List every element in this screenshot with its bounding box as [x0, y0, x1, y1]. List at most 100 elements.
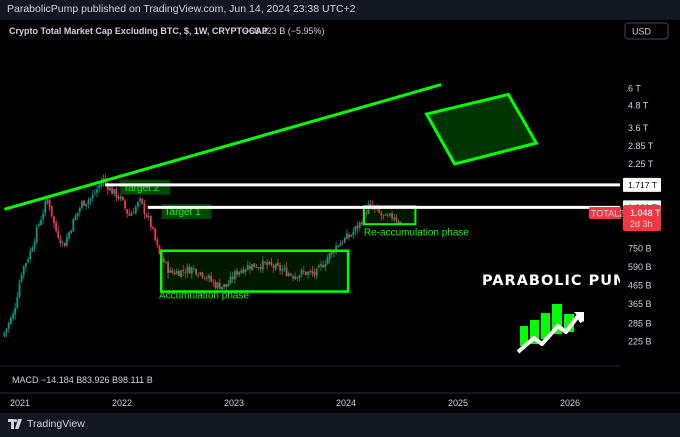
candle-body [46, 199, 49, 203]
macd-legend: MACD −14.184 B 83.926 B 98.111 B [12, 375, 153, 385]
macd-label: MACD [12, 375, 39, 385]
candle-body [326, 258, 329, 265]
candle-body [365, 212, 368, 215]
candle-body [14, 308, 17, 315]
target2-label: Target 2 [123, 183, 160, 194]
candle-body [238, 271, 241, 275]
candle-body [345, 233, 348, 239]
candle-body [330, 250, 333, 255]
candle-body [242, 269, 245, 273]
target-zone-box [424, 92, 539, 166]
candle-body [165, 261, 167, 263]
price-axis[interactable]: 6 T 4.8 T 3.6 T 2.85 T 2.25 T 750 B 590 B 465 B… [628, 83, 654, 346]
candle-body [190, 267, 193, 274]
candle-body [193, 268, 195, 270]
candle-body [307, 271, 309, 275]
candle-body [78, 208, 81, 212]
candle-body [29, 250, 32, 260]
candle-body [81, 201, 83, 208]
candle-body [322, 264, 325, 268]
candle-body [313, 272, 316, 275]
candle-body [369, 204, 372, 205]
price-tick-label: 285 B [628, 318, 652, 328]
annotations: Target 2 Target 1 Re-accumulation phase Acc… [3, 83, 539, 302]
candle-body [33, 241, 36, 249]
candle-body [382, 214, 385, 216]
candle-body [264, 261, 266, 263]
candle-body [203, 277, 206, 279]
tradingview-logo-icon [8, 419, 22, 429]
candle-body [274, 263, 277, 270]
candle-body [76, 212, 79, 217]
candle-body [393, 217, 396, 220]
candle-body [132, 212, 135, 214]
candle-body [218, 282, 221, 289]
candle-body [50, 206, 53, 217]
price-tick-label: 750 B [628, 244, 652, 254]
candle-body [225, 283, 228, 287]
tradingview-brand: TradingView [27, 418, 85, 430]
reaccumulation-label: Re-accumulation phase [364, 227, 469, 238]
accumulation-zone [159, 249, 350, 293]
candle-body [147, 216, 150, 218]
candle-body [197, 275, 200, 276]
candle-body [227, 284, 230, 287]
watermark-logo-icon [516, 304, 584, 354]
candle-body [42, 213, 45, 220]
target1-label: Target 1 [165, 207, 202, 218]
price-tick-label: 6 T [628, 83, 641, 93]
candle-body [244, 269, 247, 272]
candle-body [361, 222, 363, 225]
candle-body [128, 213, 131, 216]
candle-body [384, 214, 387, 216]
current-price: 1.048 T [630, 208, 661, 218]
candle-body [37, 224, 40, 227]
candle-body [117, 196, 120, 199]
currency-badge: USD [632, 27, 652, 37]
candle-body [229, 276, 232, 284]
candle-body [205, 277, 208, 279]
candle-body [391, 213, 393, 219]
candle-body [356, 225, 359, 229]
candle-body [9, 318, 12, 324]
candle-body [115, 188, 118, 198]
price-tick-label: 590 B [628, 262, 652, 272]
candle-body [216, 282, 219, 288]
candle-body [137, 202, 139, 207]
candle-body [59, 238, 62, 244]
candle-body [175, 271, 178, 274]
time-tick-label: 2026 [560, 398, 580, 408]
candle-body [287, 273, 290, 277]
current-symbol-box [589, 207, 621, 219]
candle-body [55, 222, 57, 231]
candle-body [397, 221, 400, 224]
candle-body [121, 196, 124, 201]
candle-body [154, 228, 157, 240]
candle-body [188, 267, 191, 274]
candle-body [91, 194, 94, 199]
candle-body [259, 267, 262, 270]
time-axis[interactable]: 2021 2022 2023 2024 2025 2026 [10, 398, 580, 408]
candle-body [20, 274, 23, 282]
candle-body [302, 271, 305, 272]
candle-body [44, 201, 47, 213]
candle-body [5, 328, 8, 333]
candle-body [186, 266, 189, 273]
candle-body [240, 270, 243, 273]
candle-body [214, 282, 217, 289]
candle-body [389, 213, 391, 216]
time-tick-label: 2024 [336, 398, 356, 408]
candle-body [305, 271, 307, 275]
candle-body [208, 275, 210, 279]
candle-body [246, 265, 249, 270]
candle-body [221, 286, 223, 290]
candle-body [57, 230, 60, 238]
candle-body [298, 275, 301, 279]
candle-body [261, 260, 264, 270]
candle-body [339, 243, 342, 247]
price-tick-label: 365 B [628, 299, 652, 309]
candle-body [162, 258, 165, 263]
currency-selector[interactable]: USD [624, 22, 669, 40]
current-symbol: TOTAL2 [591, 209, 624, 219]
